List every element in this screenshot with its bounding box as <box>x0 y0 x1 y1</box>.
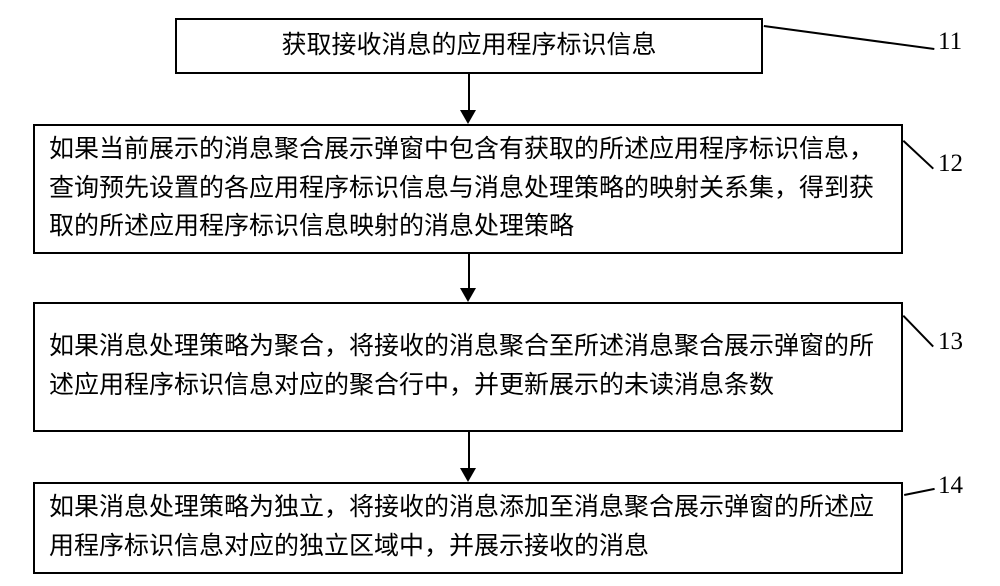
arrow-2-3-head <box>460 288 476 302</box>
flow-step-4: 如果消息处理策略为独立，将接收的消息添加至消息聚合展示弹窗的所述应用程序标识信息… <box>33 482 903 574</box>
flow-step-1-text: 获取接收消息的应用程序标识信息 <box>191 27 747 66</box>
flow-step-3: 如果消息处理策略为聚合，将接收的消息聚合至所述消息聚合展示弹窗的所述应用程序标识… <box>33 302 903 432</box>
step-label-11: 11 <box>938 28 962 56</box>
flow-step-2: 如果当前展示的消息聚合展示弹窗中包含有获取的所述应用程序标识信息，查询预先设置的… <box>33 124 903 254</box>
flow-step-2-text: 如果当前展示的消息聚合展示弹窗中包含有获取的所述应用程序标识信息，查询预先设置的… <box>49 131 887 247</box>
leader-line-4 <box>904 488 934 496</box>
step-label-12: 12 <box>938 150 963 178</box>
arrow-1-2-head <box>460 110 476 124</box>
step-label-14: 14 <box>938 472 963 500</box>
leader-line-3 <box>903 315 934 347</box>
flow-step-3-text: 如果消息处理策略为聚合，将接收的消息聚合至所述消息聚合展示弹窗的所述应用程序标识… <box>49 328 887 406</box>
arrow-3-4-line <box>468 432 470 468</box>
flow-step-1: 获取接收消息的应用程序标识信息 <box>175 18 763 74</box>
arrow-2-3-line <box>468 254 470 288</box>
flowchart-canvas: 获取接收消息的应用程序标识信息 11 如果当前展示的消息聚合展示弹窗中包含有获取… <box>0 0 1000 586</box>
step-label-13: 13 <box>938 328 963 356</box>
leader-line-1 <box>764 25 934 50</box>
leader-line-2 <box>903 140 934 169</box>
arrow-3-4-head <box>460 468 476 482</box>
arrow-1-2-line <box>468 74 470 110</box>
flow-step-4-text: 如果消息处理策略为独立，将接收的消息添加至消息聚合展示弹窗的所述应用程序标识信息… <box>49 489 887 567</box>
